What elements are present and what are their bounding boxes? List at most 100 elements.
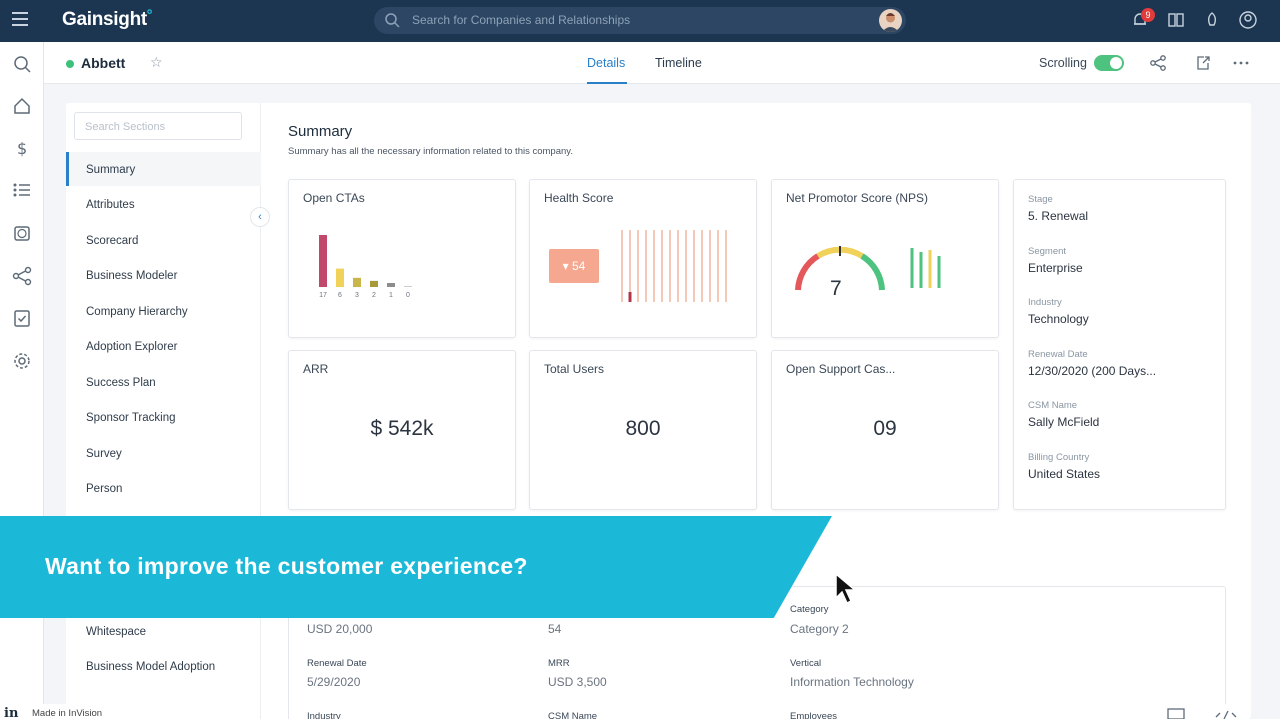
favorite-star-icon[interactable]: ☆: [150, 54, 163, 70]
attr-value: USD 3,500: [548, 675, 607, 689]
card-title: Health Score: [544, 191, 614, 205]
sidebar-item-whitespace[interactable]: Whitespace: [86, 626, 147, 638]
export-icon[interactable]: [1194, 54, 1212, 72]
health-score-card[interactable]: Health Score ▾ 54: [529, 179, 757, 338]
nps-value: 7: [830, 277, 842, 300]
main-panel: Search Sections Summary Attributes Score…: [66, 103, 1251, 719]
tab-timeline[interactable]: Timeline: [655, 56, 702, 70]
sidebar-item-adoption-explorer[interactable]: Adoption Explorer: [86, 341, 178, 353]
detail-stage: Stage 5. Renewal: [1028, 194, 1089, 223]
company-details-card: Stage 5. Renewal Segment Enterprise Indust…: [1013, 179, 1226, 510]
cta-bar: [336, 268, 344, 287]
dollar-icon[interactable]: $: [12, 138, 32, 158]
card-title: ARR: [303, 362, 329, 376]
collapse-sidebar-button[interactable]: ‹: [250, 207, 270, 227]
attr-label: Industry: [307, 711, 341, 719]
cta-bar: [387, 283, 395, 287]
nps-trend-icon: [910, 248, 941, 288]
sections-sidebar: Search Sections Summary Attributes Score…: [66, 103, 261, 719]
account-name: Abbett: [81, 55, 126, 71]
code-inspect-icon[interactable]: [1206, 704, 1246, 719]
search-icon[interactable]: [12, 54, 32, 74]
notifications-bell-icon[interactable]: 9: [1130, 8, 1155, 32]
cta-bar-label: 1: [389, 292, 393, 299]
sidebar-item-summary[interactable]: Summary: [86, 164, 136, 176]
detail-csm-name: CSM Name Sally McField: [1028, 400, 1100, 429]
sidebar-item-person[interactable]: Person: [86, 483, 123, 495]
sidebar-item-business-modeler[interactable]: Business Modeler: [86, 270, 178, 282]
cta-bar: [319, 235, 327, 287]
active-tab-indicator: [587, 82, 627, 84]
arr-value: $ 542k: [370, 417, 434, 440]
section-subtitle: Summary has all the necessary informatio…: [288, 146, 573, 157]
invision-footer[interactable]: in Made in InVision: [0, 704, 130, 719]
made-in-invision-label: Made in InVision: [32, 708, 103, 719]
search-placeholder: Search for Companies and Relationships: [412, 13, 631, 27]
total-users-card[interactable]: Total Users 800: [529, 350, 757, 510]
user-avatar[interactable]: [879, 9, 902, 32]
open-support-cases-card[interactable]: Open Support Cas... 09: [771, 350, 999, 510]
global-search-input[interactable]: Search for Companies and Relationships: [374, 7, 906, 34]
nps-card[interactable]: Net Promotor Score (NPS) 7: [771, 179, 999, 338]
detail-segment: Segment Enterprise: [1028, 246, 1083, 275]
arr-card[interactable]: ARR $ 542k: [288, 350, 516, 510]
sidebar-item-scorecard[interactable]: Scorecard: [86, 235, 139, 247]
cta-bar: [370, 280, 378, 287]
svg-text:$: $: [17, 139, 27, 158]
detail-industry: Industry Technology: [1028, 297, 1089, 326]
home-icon[interactable]: [12, 96, 32, 116]
notification-badge: 9: [1141, 8, 1155, 22]
sidebar-item-attributes[interactable]: Attributes: [86, 199, 135, 211]
cta-bar-label: 2: [372, 292, 376, 299]
card-title: Open CTAs: [303, 191, 365, 205]
cta-bar-label: 17: [319, 292, 327, 299]
cta-bar: [353, 277, 361, 287]
brand-logo[interactable]: Gainsight˚: [62, 9, 153, 30]
settings-gear-icon[interactable]: [12, 351, 32, 371]
attr-value: 5/29/2020: [307, 675, 361, 689]
sidebar-item-business-model-adoption[interactable]: Business Model Adoption: [86, 661, 216, 673]
list-icon[interactable]: [12, 180, 32, 200]
sidebar-item-company-hierarchy[interactable]: Company Hierarchy: [86, 306, 188, 318]
comment-icon[interactable]: [1158, 704, 1194, 719]
attr-value: Category 2: [790, 622, 849, 636]
sidebar-item-survey[interactable]: Survey: [86, 448, 122, 460]
cta-bar-label: 6: [338, 292, 342, 299]
account-header: Abbett ☆ Details Timeline Scrolling: [44, 42, 1280, 84]
card-title: Net Promotor Score (NPS): [786, 191, 929, 205]
cta-bar-label: 0: [406, 292, 410, 299]
attr-label: MRR: [548, 658, 570, 669]
open-support-cases-value: 09: [873, 417, 897, 440]
attr-label: Employees: [790, 711, 837, 719]
section-search-input[interactable]: Search Sections: [74, 112, 242, 140]
share-icon[interactable]: [1149, 54, 1167, 72]
alarm-clock-icon[interactable]: [12, 223, 32, 243]
attr-label: Renewal Date: [307, 658, 367, 669]
attr-value: Information Technology: [790, 675, 914, 689]
attr-value: 54: [548, 622, 562, 636]
sidebar-item-success-plan[interactable]: Success Plan: [86, 377, 156, 389]
sidebar-item-sponsor-tracking[interactable]: Sponsor Tracking: [86, 412, 176, 424]
detail-billing-country: Billing Country United States: [1028, 452, 1101, 481]
open-ctas-bar-chart: 17 6 3 2 1 0: [319, 235, 412, 299]
search-icon: [385, 13, 400, 28]
mouse-cursor-icon: [835, 572, 858, 605]
detail-renewal-date: Renewal Date 12/30/2020 (200 Days...: [1028, 349, 1157, 378]
hierarchy-icon[interactable]: [12, 266, 32, 286]
top-bar: Gainsight˚ Search for Companies and Rela…: [0, 0, 1280, 42]
promo-banner: [0, 516, 832, 618]
hamburger-menu-icon[interactable]: [12, 12, 28, 28]
attr-value: USD 20,000: [307, 622, 373, 636]
user-profile-icon[interactable]: [1238, 10, 1260, 32]
open-ctas-card[interactable]: Open CTAs 17 6 3 2 1 0: [288, 179, 516, 338]
section-title: Summary: [288, 123, 353, 140]
rocket-icon[interactable]: [1202, 10, 1224, 32]
scrolling-toggle[interactable]: [1094, 55, 1124, 71]
cta-bar-label: 3: [355, 292, 359, 299]
card-title: Total Users: [544, 362, 605, 376]
more-options-icon[interactable]: [1232, 54, 1250, 72]
tab-details[interactable]: Details: [587, 56, 626, 70]
clipboard-check-icon[interactable]: [12, 308, 32, 328]
book-icon[interactable]: [1166, 10, 1188, 32]
attr-label: Vertical: [790, 658, 822, 669]
